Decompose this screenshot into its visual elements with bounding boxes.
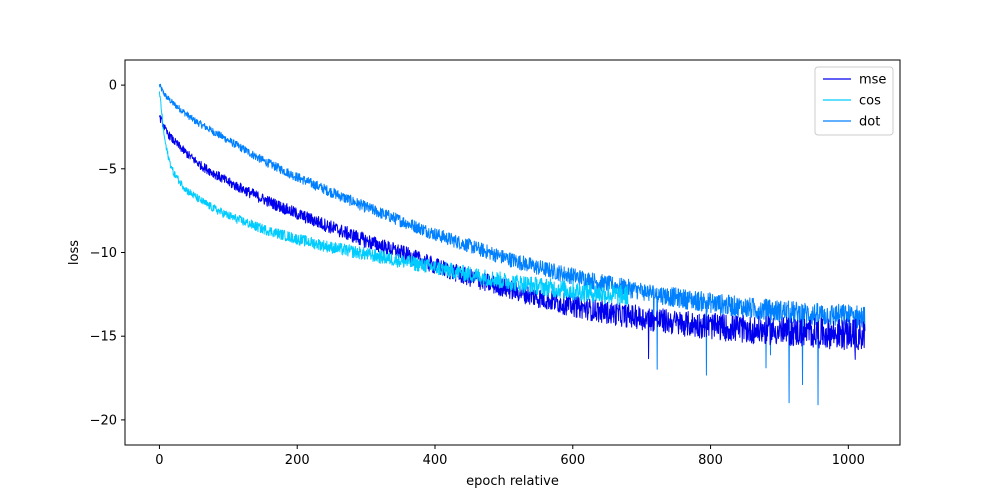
y-axis: 0 −5 −10 −15 −20 xyxy=(90,79,125,428)
series-line-mse xyxy=(158,114,866,360)
x-tick-label: 800 xyxy=(698,453,723,468)
series-line-dot xyxy=(158,83,866,406)
x-tick-label: 1000 xyxy=(832,453,865,468)
y-tick-label: −10 xyxy=(90,246,117,261)
x-tick-label: 0 xyxy=(155,453,163,468)
legend-box xyxy=(814,66,894,136)
y-tick-label: 0 xyxy=(109,79,117,94)
series-line-cos xyxy=(158,91,629,307)
plot-frame xyxy=(124,59,901,446)
y-tick-label: −5 xyxy=(98,162,117,177)
x-tick-label: 200 xyxy=(285,453,310,468)
y-tick-label: −20 xyxy=(90,413,117,428)
legend-label-mse: mse xyxy=(859,73,886,88)
x-axis: 0 200 400 600 800 1000 xyxy=(155,445,865,468)
series-layer xyxy=(158,83,866,406)
x-axis-label: epoch relative xyxy=(466,474,559,489)
y-tick-label: −15 xyxy=(90,330,117,345)
legend: mse cos dot xyxy=(814,66,894,136)
x-tick-label: 600 xyxy=(560,453,585,468)
legend-label-dot: dot xyxy=(859,115,880,130)
y-axis-label: loss xyxy=(67,240,82,265)
legend-label-cos: cos xyxy=(859,94,881,109)
x-tick-label: 400 xyxy=(423,453,448,468)
